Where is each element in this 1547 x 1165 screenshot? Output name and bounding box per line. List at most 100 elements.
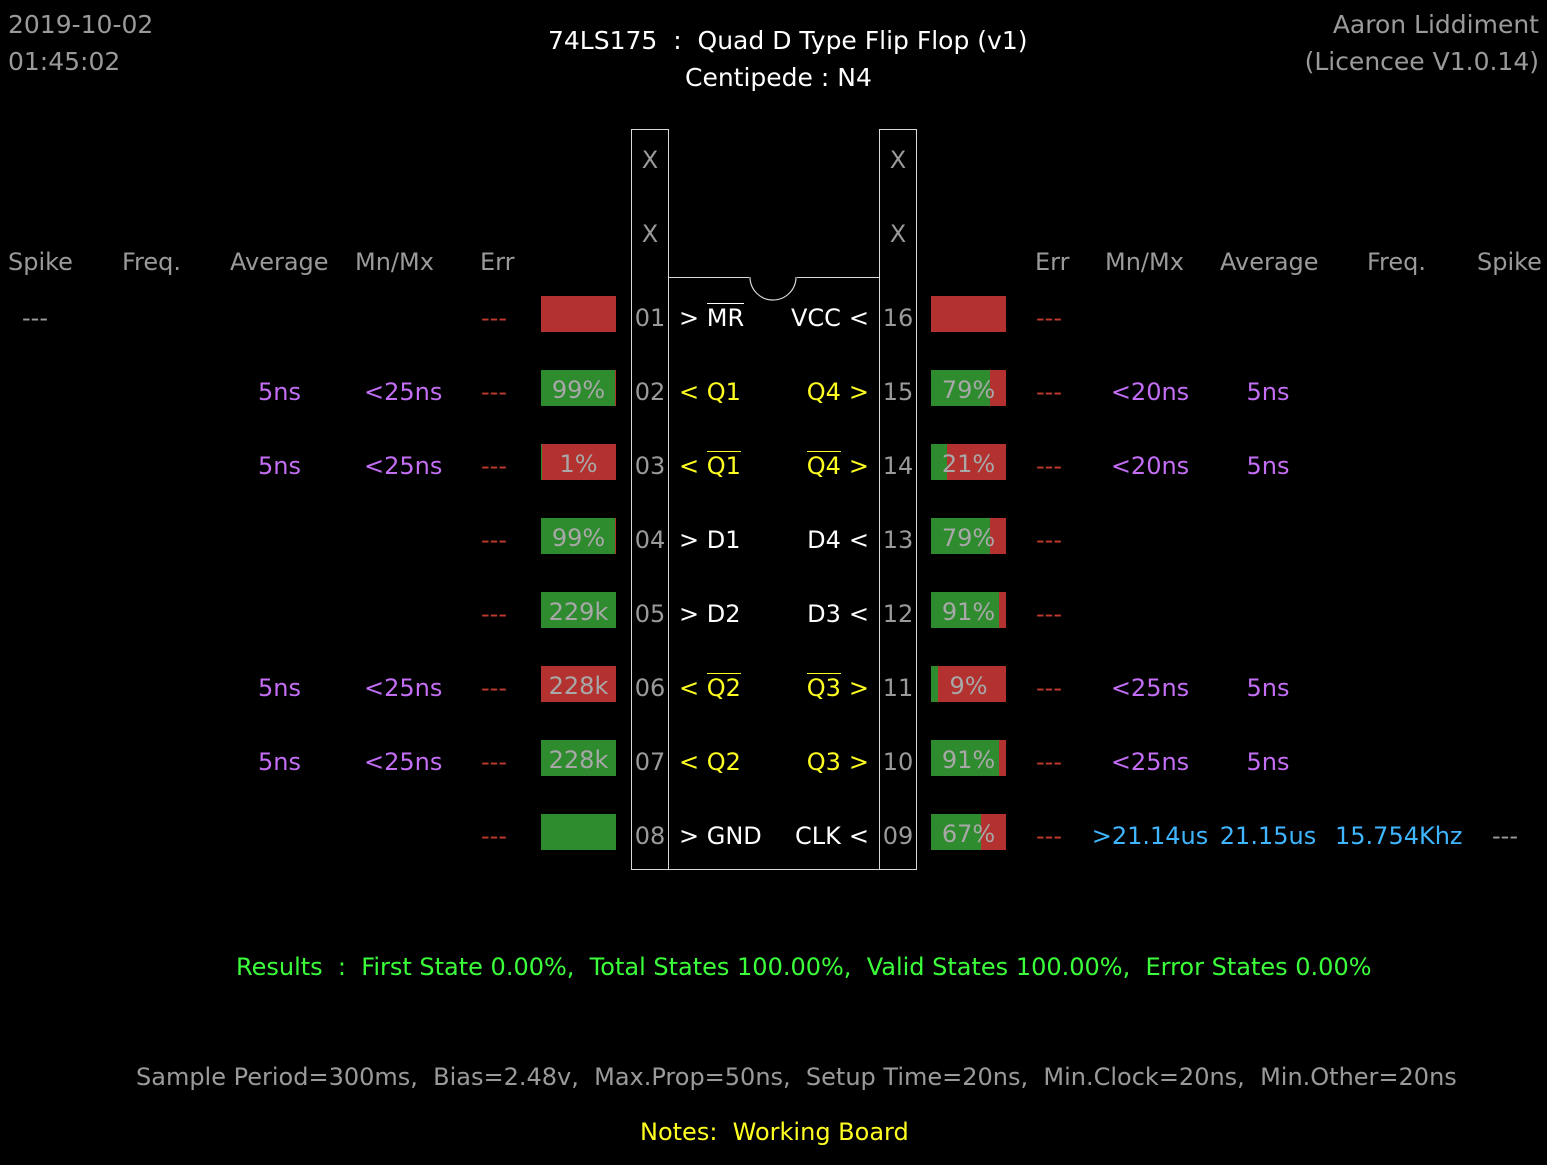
pin-name: D1 (706, 526, 741, 554)
left-state-bar (541, 296, 616, 332)
pin-name: CLK (795, 822, 841, 850)
pin-direction: < (848, 600, 869, 628)
left-average-value: 5ns (258, 674, 301, 702)
left-pin-number: 02 (634, 378, 666, 406)
left-state-bar: 229k (541, 592, 616, 628)
pin-name: Q4 (806, 451, 841, 480)
right-pin-label: VCC < (791, 306, 869, 330)
pin-direction: < (848, 304, 869, 332)
right-state-bar: 21% (931, 444, 1006, 480)
left-state-bar: 228k (541, 740, 616, 776)
left-pin-number: 05 (634, 600, 666, 628)
right-state-bar-label: 79% (941, 376, 996, 404)
right-pin-number: 15 (882, 378, 914, 406)
col-header-left-mnmx: Mn/Mx (355, 248, 434, 276)
right-state-bar-label: 91% (941, 746, 996, 774)
notes-line: Notes: Working Board (640, 1118, 909, 1146)
chip-title: 74LS175 : Quad D Type Flip Flop (v1) (548, 26, 1028, 55)
left-state-bar: 99% (541, 370, 616, 406)
right-pin-number: 09 (882, 822, 914, 850)
pin-name: Q1 (706, 378, 741, 406)
right-err-value: --- (1036, 600, 1062, 628)
right-err-value: --- (1036, 674, 1062, 702)
chip-top-right-x1: X (889, 146, 907, 174)
pin-name: D2 (706, 600, 741, 628)
right-pin-number: 16 (882, 304, 914, 332)
right-pin-number: 10 (882, 748, 914, 776)
pin-name: Q3 (806, 673, 841, 702)
pin-direction: > (848, 748, 869, 776)
chip-body (668, 277, 880, 870)
pin-name: MR (706, 303, 745, 332)
pin-direction: > (679, 526, 707, 554)
col-header-left-spike: Spike (8, 248, 73, 276)
right-state-bar: 91% (931, 740, 1006, 776)
right-state-bar: 9% (931, 666, 1006, 702)
left-err-value: --- (481, 600, 507, 628)
left-mnmx-value: <25ns (364, 748, 443, 776)
left-state-bar: 228k (541, 666, 616, 702)
left-pin-label: > D1 (679, 528, 741, 552)
left-pin-label: > GND (679, 824, 762, 848)
left-state-bar: 99% (541, 518, 616, 554)
right-pin-label: Q3 > (806, 673, 869, 702)
right-average-value: 21.15us (1219, 822, 1317, 850)
author-name: Aaron Liddiment (1332, 10, 1539, 39)
left-state-bar-fill (541, 518, 616, 554)
right-state-bar-fill (931, 518, 991, 554)
right-err-value: --- (1036, 452, 1062, 480)
right-state-bar-fill (931, 740, 1000, 776)
left-pin-number: 01 (634, 304, 666, 332)
chip-left-pin-column (631, 129, 669, 870)
board-location: Centipede : N4 (685, 63, 872, 92)
left-err-value: --- (481, 304, 507, 332)
pin-name: Q3 (806, 748, 841, 776)
chip-top-left-x1: X (641, 146, 659, 174)
left-state-bar-fill (541, 370, 616, 406)
right-pin-label: Q4 > (807, 380, 869, 404)
pin-direction: > (679, 822, 707, 850)
col-header-left-freq: Freq. (122, 248, 182, 276)
right-state-bar (931, 296, 1006, 332)
right-state-bar-fill (931, 592, 1000, 628)
col-header-right-mnmx: Mn/Mx (1105, 248, 1184, 276)
left-state-bar-label: 229k (548, 598, 609, 626)
right-state-bar: 91% (931, 592, 1006, 628)
right-pin-number: 12 (882, 600, 914, 628)
time-text: 01:45:02 (8, 47, 121, 76)
pin-direction: < (679, 378, 707, 406)
left-state-bar (541, 814, 616, 850)
right-pin-number: 13 (882, 526, 914, 554)
left-err-value: --- (481, 452, 507, 480)
col-header-left-err: Err (480, 248, 515, 276)
left-state-bar: 1% (541, 444, 616, 480)
col-header-right-err: Err (1035, 248, 1070, 276)
right-mnmx-value: >21.14us (1091, 822, 1209, 850)
right-mnmx-value: <25ns (1110, 674, 1190, 702)
left-mnmx-value: <25ns (364, 378, 443, 406)
right-state-bar-label: 67% (941, 820, 996, 848)
right-state-bar-label: 79% (941, 524, 996, 552)
chip-top-right-x2: X (889, 220, 907, 248)
right-average-value: 5ns (1246, 674, 1290, 702)
left-average-value: 5ns (258, 748, 301, 776)
left-state-bar-label: 228k (548, 746, 609, 774)
right-average-value: 5ns (1246, 748, 1290, 776)
right-average-value: 5ns (1246, 452, 1290, 480)
right-freq-value: 15.754Khz (1335, 822, 1463, 850)
right-err-value: --- (1036, 822, 1062, 850)
pin-direction: > (679, 304, 707, 332)
left-err-value: --- (481, 822, 507, 850)
chip-right-pin-column (879, 129, 917, 870)
col-header-left-average: Average (230, 248, 329, 276)
right-mnmx-value: <20ns (1110, 378, 1190, 406)
pin-name: D3 (807, 600, 841, 628)
pin-name: Q2 (706, 748, 741, 776)
pin-direction: < (848, 526, 869, 554)
right-err-value: --- (1036, 748, 1062, 776)
left-state-bar-label: 1% (559, 450, 598, 478)
right-state-bar-label: 9% (949, 672, 988, 700)
right-pin-label: D4 < (807, 528, 869, 552)
right-pin-number: 14 (882, 452, 914, 480)
right-average-value: 5ns (1246, 378, 1290, 406)
